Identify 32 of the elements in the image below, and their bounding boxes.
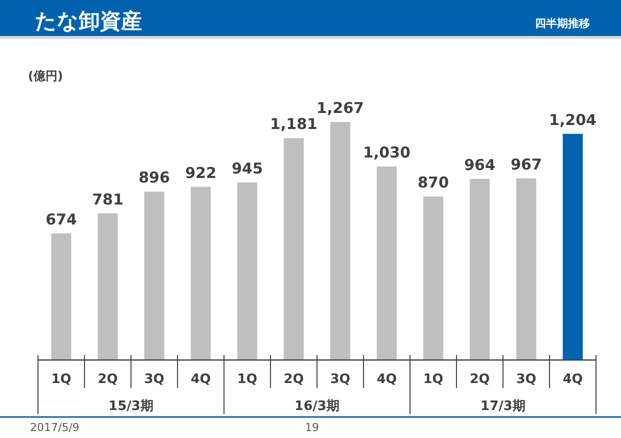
- category: 4Q: [190, 372, 211, 387]
- value-label: 1,204: [549, 110, 596, 129]
- category: 4Q: [562, 372, 583, 387]
- value-label: 674: [46, 210, 77, 228]
- category: 2Q: [284, 372, 304, 387]
- value-label: 964: [464, 156, 496, 174]
- group-label: 17/3期: [480, 399, 526, 414]
- value-label: 1,181: [270, 115, 318, 134]
- category: 1Q: [423, 372, 444, 387]
- category: 1Q: [51, 372, 72, 387]
- subtitle: 四半期推移: [535, 17, 590, 30]
- value-label: 1,267: [316, 99, 364, 117]
- ylabel: (億円): [28, 69, 63, 83]
- category: 2Q: [98, 372, 118, 387]
- page-number: 19: [305, 421, 319, 434]
- value-label: 781: [92, 190, 124, 208]
- value-label: 870: [418, 174, 449, 192]
- value-label: 945: [232, 159, 263, 178]
- category: 4Q: [376, 372, 397, 387]
- category: 3Q: [144, 372, 164, 387]
- value-label: 922: [185, 164, 216, 182]
- group-label: 16/3期: [294, 399, 340, 414]
- value-label: 1,030: [363, 144, 410, 162]
- footer-date: 2017/5/9: [30, 421, 80, 434]
- group-label: 15/3期: [108, 399, 154, 414]
- category: 3Q: [516, 372, 536, 387]
- title: たな卸資産: [35, 9, 142, 33]
- value-label: 896: [138, 168, 170, 187]
- category: 3Q: [330, 372, 350, 387]
- category: 1Q: [237, 372, 258, 387]
- value-label: 967: [510, 155, 542, 174]
- category: 2Q: [470, 372, 490, 387]
